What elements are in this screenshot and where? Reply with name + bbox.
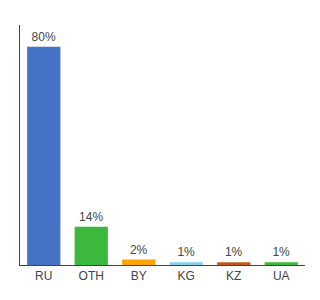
svg-text:1%: 1% [177,245,195,259]
svg-text:14%: 14% [79,210,103,224]
svg-text:RU: RU [35,269,52,283]
svg-text:UA: UA [273,269,290,283]
svg-text:80%: 80% [32,30,56,44]
svg-text:OTH: OTH [79,269,104,283]
svg-text:KZ: KZ [226,269,241,283]
svg-text:1%: 1% [225,245,243,259]
svg-text:2%: 2% [130,243,148,257]
svg-text:1%: 1% [272,245,290,259]
svg-text:BY: BY [131,269,147,283]
svg-text:KG: KG [178,269,195,283]
